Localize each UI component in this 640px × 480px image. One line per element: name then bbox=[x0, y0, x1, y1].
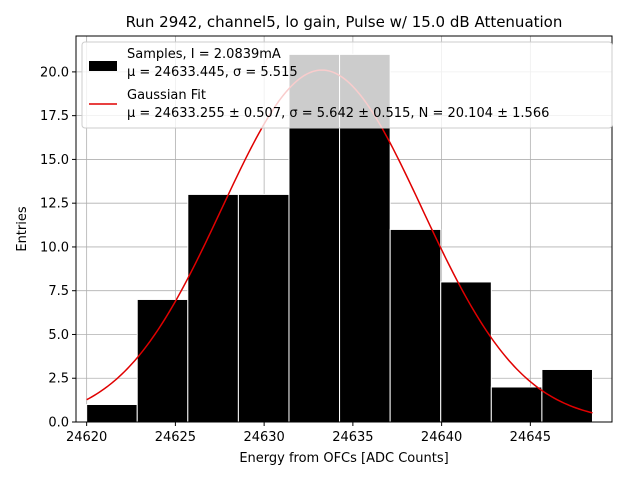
histogram-bar-3 bbox=[237, 193, 290, 423]
x-tick-label-5: 24645 bbox=[510, 430, 551, 445]
histogram-bar-7 bbox=[440, 281, 492, 423]
x-tick-label-4: 24640 bbox=[421, 430, 462, 445]
histogram-bars bbox=[86, 53, 593, 423]
histogram-bar-6 bbox=[389, 228, 442, 423]
legend-label-fit-line1: Gaussian Fit bbox=[127, 88, 206, 103]
legend-label-samples-line2: μ = 24633.445, σ = 5.515 bbox=[127, 65, 298, 80]
y-tick-label-0: 0.0 bbox=[48, 416, 69, 431]
y-tick-label-4: 10.0 bbox=[40, 240, 69, 255]
y-tick-label-1: 2.5 bbox=[48, 372, 69, 387]
x-tick-label-0: 24620 bbox=[66, 430, 107, 445]
y-tick-label-5: 12.5 bbox=[40, 197, 69, 212]
histogram-bar-1 bbox=[136, 298, 189, 423]
y-axis-ticks: 0.0 2.5 5.0 7.5 10.0 12.5 15.0 17.5 20.0 bbox=[40, 65, 76, 431]
legend: Samples, I = 2.0839mA μ = 24633.445, σ =… bbox=[81, 41, 613, 129]
x-tick-label-3: 24635 bbox=[332, 430, 373, 445]
x-tick-label-1: 24625 bbox=[155, 430, 196, 445]
legend-box bbox=[81, 41, 613, 129]
y-tick-label-3: 7.5 bbox=[48, 284, 69, 299]
legend-label-fit-line2: μ = 24633.255 ± 0.507, σ = 5.642 ± 0.515… bbox=[127, 106, 549, 121]
y-axis-title: Entries bbox=[15, 206, 30, 252]
y-tick-label-7: 17.5 bbox=[40, 109, 69, 124]
legend-swatch-samples bbox=[89, 61, 117, 71]
x-axis-ticks: 24620 24625 24630 24635 24640 24645 bbox=[66, 422, 551, 445]
y-tick-label-6: 15.0 bbox=[40, 153, 69, 168]
y-tick-label-2: 5.0 bbox=[48, 328, 69, 343]
x-axis-title: Energy from OFCs [ADC Counts] bbox=[239, 451, 448, 466]
x-tick-label-2: 24630 bbox=[243, 430, 284, 445]
histogram-bar-8 bbox=[490, 386, 543, 423]
histogram-bar-0 bbox=[86, 403, 138, 423]
chart-title: Run 2942, channel5, lo gain, Pulse w/ 15… bbox=[126, 13, 563, 31]
histogram-bar-2 bbox=[187, 193, 239, 423]
plot-frame bbox=[75, 35, 613, 423]
legend-label-samples-line1: Samples, I = 2.0839mA bbox=[127, 47, 281, 62]
y-tick-label-8: 20.0 bbox=[40, 65, 69, 80]
